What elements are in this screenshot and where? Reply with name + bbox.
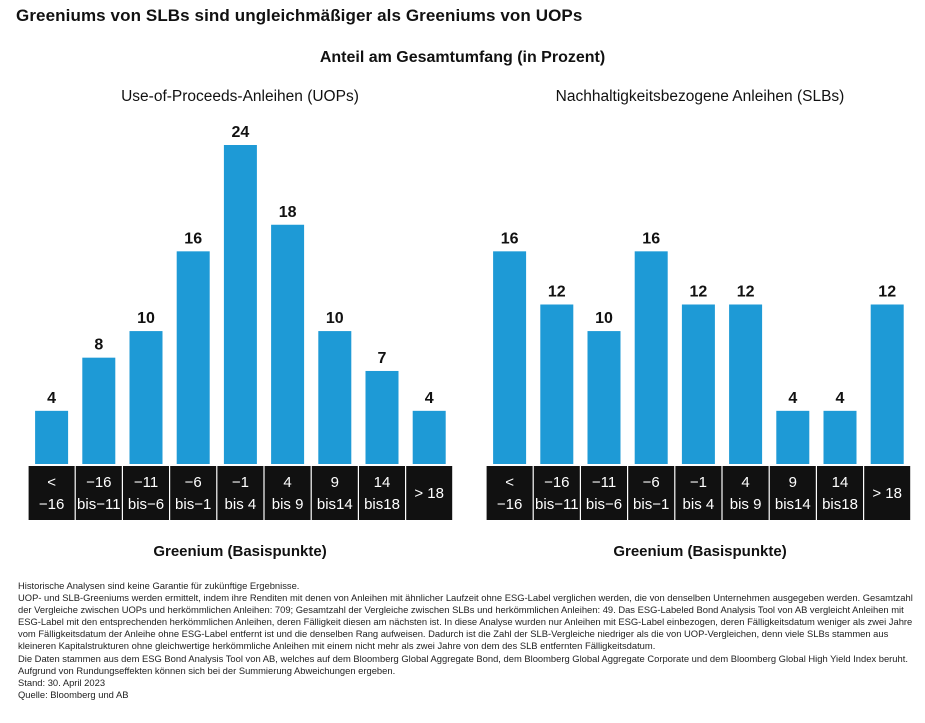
uop-bar-6 xyxy=(318,331,352,464)
uop-bar-3 xyxy=(176,251,210,464)
slb-tick-cell-1 xyxy=(533,466,580,520)
uop-tick-label-7: 14 bis18 xyxy=(364,474,400,513)
uop-bar-2 xyxy=(129,331,163,464)
footnote-disclaimer: Historische Analysen sind keine Garantie… xyxy=(18,580,300,591)
uop-tick-cell-0 xyxy=(28,466,75,520)
slb-tick-cell-0 xyxy=(486,466,533,520)
uop-value-label-5: 18 xyxy=(279,204,297,221)
slb-tick-label-7: 14 bis18 xyxy=(822,474,858,513)
slb-value-label-2: 10 xyxy=(595,310,613,327)
slb-tick-cell-8 xyxy=(864,466,911,520)
footnote-date: Stand: 30. April 2023 xyxy=(18,676,106,688)
slb-bar-8 xyxy=(870,304,904,464)
slb-bar-3 xyxy=(634,251,668,464)
uop-panel-title: Use-of-Proceeds-Anleihen (UOPs) xyxy=(121,88,359,105)
uop-tick-cell-6 xyxy=(311,466,358,520)
uop-tick-cell-1 xyxy=(75,466,122,520)
uop-tick-label-6: 9 bis14 xyxy=(317,474,353,513)
footnotes: Historische Analysen sind keine Garantie… xyxy=(18,580,913,701)
uop-tick-cell-5 xyxy=(264,466,311,520)
uop-tick-label-3: −6 bis−1 xyxy=(175,474,211,513)
slb-value-label-1: 12 xyxy=(548,284,566,301)
chart-main-title: Greeniums von SLBs sind ungleichmäßiger … xyxy=(16,6,583,25)
uop-tick-label-4: −1 bis 4 xyxy=(225,474,257,513)
uop-value-label-3: 16 xyxy=(184,230,202,247)
uop-value-label-6: 10 xyxy=(326,310,344,327)
chart-subtitle: Anteil am Gesamtumfang (in Prozent) xyxy=(319,49,606,66)
slb-value-label-3: 16 xyxy=(642,230,660,247)
slb-value-label-6: 4 xyxy=(788,390,797,407)
slb-tick-label-0: < −16 xyxy=(497,474,522,513)
uop-bar-0 xyxy=(35,410,69,464)
bar-charts: 4 < −16 8 −16 bis−11 10 −11 bis−6 16 −6 bis−1 24 −1 bi… xyxy=(28,124,911,520)
footnote-methodology: UOP- und SLB-Greeniums werden ermittelt,… xyxy=(18,592,913,652)
slb-bar-2 xyxy=(587,331,621,464)
uop-tick-label-5: 4 bis 9 xyxy=(272,474,304,513)
uop-value-label-7: 7 xyxy=(378,350,387,367)
slb-tick-label-6: 9 bis14 xyxy=(775,474,811,513)
slb-tick-cell-4 xyxy=(675,466,722,520)
slb-tick-cell-5 xyxy=(722,466,769,520)
slb-tick-cell-6 xyxy=(769,466,816,520)
slb-value-label-0: 16 xyxy=(501,230,519,247)
uop-bar-8 xyxy=(412,410,446,464)
slb-bar-0 xyxy=(493,251,527,464)
uop-tick-label-8: > 18 xyxy=(414,485,444,502)
uop-bar-4 xyxy=(223,145,257,464)
uop-tick-cell-7 xyxy=(359,466,405,520)
slb-tick-label-2: −11 bis−6 xyxy=(586,474,622,513)
uop-tick-label-2: −11 bis−6 xyxy=(128,474,164,513)
uop-tick-label-0: < −16 xyxy=(39,474,64,513)
uop-value-label-1: 8 xyxy=(94,337,103,354)
uop-tick-cell-4 xyxy=(217,466,264,520)
slb-x-axis-label: Greenium (Basispunkte) xyxy=(613,543,787,560)
uop-value-label-4: 24 xyxy=(232,124,250,141)
uop-value-label-2: 10 xyxy=(137,310,155,327)
uop-value-label-8: 4 xyxy=(425,390,434,407)
slb-bar-7 xyxy=(823,410,857,464)
uop-bar-1 xyxy=(82,357,116,464)
slb-tick-cell-7 xyxy=(817,466,863,520)
uop-tick-cell-3 xyxy=(170,466,217,520)
slb-tick-label-4: −1 bis 4 xyxy=(683,474,715,513)
slb-bar-4 xyxy=(681,304,715,464)
footnote-data-source: Die Daten stammen aus dem ESG Bond Analy… xyxy=(18,652,908,664)
uop-x-axis-label: Greenium (Basispunkte) xyxy=(153,543,327,560)
slb-value-label-8: 12 xyxy=(878,284,896,301)
uop-bar-5 xyxy=(271,224,305,464)
uop-tick-cell-8 xyxy=(406,466,453,520)
slb-bar-6 xyxy=(776,410,810,464)
slb-tick-label-3: −6 bis−1 xyxy=(633,474,669,513)
uop-value-label-0: 4 xyxy=(47,390,56,407)
slb-bar-1 xyxy=(540,304,574,464)
footnote-source: Quelle: Bloomberg und AB xyxy=(18,688,129,700)
slb-value-label-4: 12 xyxy=(690,284,708,301)
footnote-rounding: Aufgrund von Rundungseffekten können sic… xyxy=(18,664,396,676)
slb-tick-cell-3 xyxy=(628,466,675,520)
uop-tick-label-1: −16 bis−11 xyxy=(77,474,121,513)
slb-tick-label-1: −16 bis−11 xyxy=(535,474,579,513)
slb-tick-cell-2 xyxy=(581,466,627,520)
slb-bar-5 xyxy=(729,304,763,464)
uop-bar-7 xyxy=(365,370,399,464)
slb-value-label-7: 4 xyxy=(836,390,845,407)
slb-panel-title: Nachhaltigkeitsbezogene Anleihen (SLBs) xyxy=(555,88,845,105)
slb-tick-label-5: 4 bis 9 xyxy=(730,474,762,513)
slb-value-label-5: 12 xyxy=(737,284,755,301)
uop-tick-cell-2 xyxy=(123,466,169,520)
slb-tick-label-8: > 18 xyxy=(872,485,902,502)
